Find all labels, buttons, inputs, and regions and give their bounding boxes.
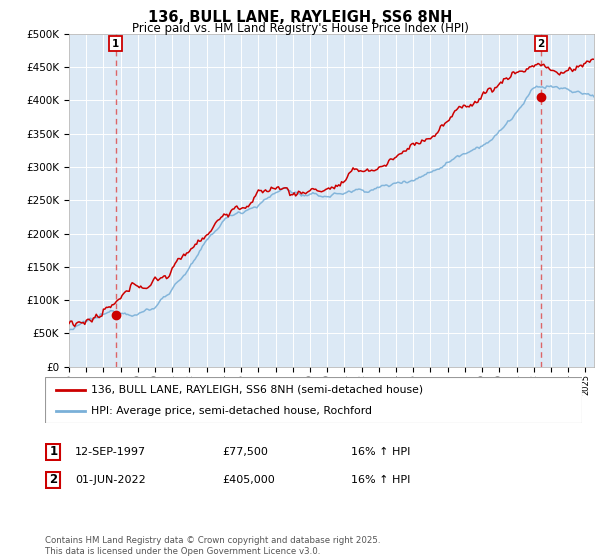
Text: Price paid vs. HM Land Registry's House Price Index (HPI): Price paid vs. HM Land Registry's House … [131, 22, 469, 35]
Text: 1: 1 [49, 445, 58, 459]
Text: 1: 1 [112, 39, 119, 49]
Text: 2: 2 [538, 39, 545, 49]
FancyBboxPatch shape [46, 444, 61, 460]
Text: HPI: Average price, semi-detached house, Rochford: HPI: Average price, semi-detached house,… [91, 406, 371, 416]
Text: 136, BULL LANE, RAYLEIGH, SS6 8NH: 136, BULL LANE, RAYLEIGH, SS6 8NH [148, 10, 452, 25]
Text: 01-JUN-2022: 01-JUN-2022 [75, 475, 146, 485]
Text: 16% ↑ HPI: 16% ↑ HPI [351, 447, 410, 457]
Text: £77,500: £77,500 [222, 447, 268, 457]
Text: 2: 2 [49, 473, 58, 487]
FancyBboxPatch shape [46, 472, 61, 488]
Text: Contains HM Land Registry data © Crown copyright and database right 2025.
This d: Contains HM Land Registry data © Crown c… [45, 536, 380, 556]
Text: 136, BULL LANE, RAYLEIGH, SS6 8NH (semi-detached house): 136, BULL LANE, RAYLEIGH, SS6 8NH (semi-… [91, 385, 423, 395]
Text: 12-SEP-1997: 12-SEP-1997 [75, 447, 146, 457]
Text: £405,000: £405,000 [222, 475, 275, 485]
Text: 16% ↑ HPI: 16% ↑ HPI [351, 475, 410, 485]
FancyBboxPatch shape [45, 377, 582, 423]
